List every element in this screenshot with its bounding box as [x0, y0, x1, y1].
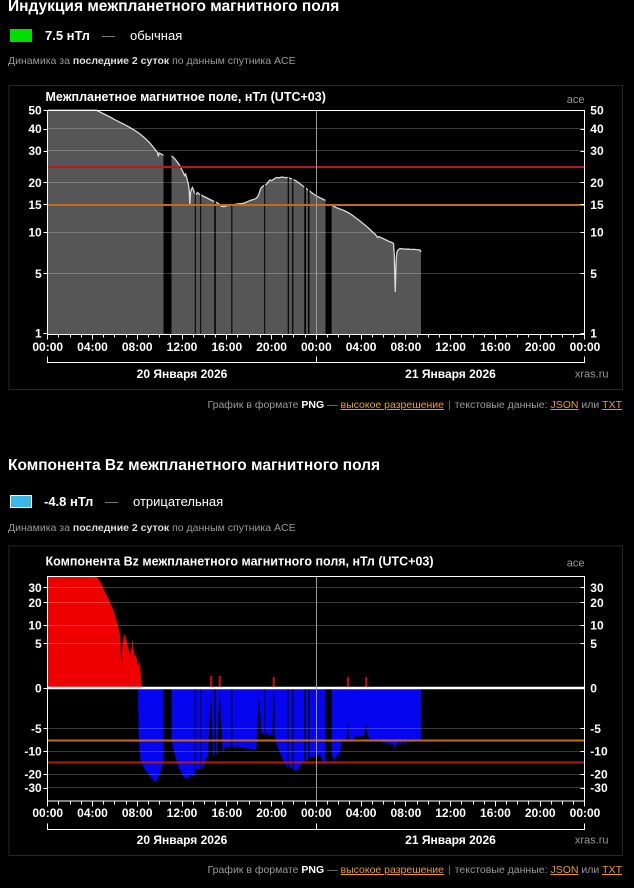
- svg-text:30: 30: [28, 144, 42, 158]
- svg-text:10: 10: [28, 226, 42, 240]
- svg-text:xras.ru: xras.ru: [575, 369, 609, 381]
- svg-text:50: 50: [28, 104, 42, 118]
- svg-text:20: 20: [28, 596, 42, 610]
- svg-text:5: 5: [35, 637, 42, 651]
- svg-text:-10: -10: [590, 745, 608, 759]
- svg-text:-10: -10: [24, 745, 42, 759]
- svg-text:20: 20: [28, 176, 42, 190]
- svg-text:10: 10: [590, 226, 604, 240]
- svg-text:5: 5: [590, 637, 597, 651]
- svg-text:5: 5: [590, 267, 597, 281]
- svg-text:15: 15: [28, 198, 42, 212]
- svg-text:20: 20: [590, 596, 604, 610]
- svg-text:12:00: 12:00: [167, 806, 198, 820]
- svg-text:20: 20: [590, 176, 604, 190]
- svg-text:0: 0: [35, 681, 42, 695]
- svg-text:0: 0: [590, 681, 597, 695]
- svg-text:20 Января 2026: 20 Января 2026: [137, 367, 228, 381]
- svg-text:21 Января 2026: 21 Января 2026: [405, 367, 496, 381]
- svg-text:5: 5: [35, 267, 42, 281]
- svg-text:16:00: 16:00: [211, 806, 242, 820]
- svg-text:21 Января 2026: 21 Января 2026: [405, 833, 496, 847]
- svg-text:40: 40: [590, 122, 604, 136]
- svg-text:00:00: 00:00: [32, 806, 63, 820]
- svg-text:00:00: 00:00: [570, 340, 601, 354]
- svg-text:Межпланетное магнитное поле, н: Межпланетное магнитное поле, нТл (UTC+03…: [46, 90, 326, 104]
- svg-text:08:00: 08:00: [122, 340, 153, 354]
- svg-text:15: 15: [590, 198, 604, 212]
- svg-text:-20: -20: [590, 768, 608, 782]
- svg-text:04:00: 04:00: [346, 806, 377, 820]
- svg-text:10: 10: [28, 619, 42, 633]
- svg-text:xras.ru: xras.ru: [575, 834, 609, 846]
- svg-text:08:00: 08:00: [391, 340, 422, 354]
- svg-text:00:00: 00:00: [301, 340, 332, 354]
- svg-text:50: 50: [590, 104, 604, 118]
- svg-text:00:00: 00:00: [32, 340, 63, 354]
- svg-text:20:00: 20:00: [525, 806, 556, 820]
- svg-text:-5: -5: [590, 722, 601, 736]
- svg-text:-20: -20: [24, 768, 42, 782]
- svg-text:04:00: 04:00: [77, 340, 108, 354]
- svg-text:12:00: 12:00: [435, 806, 466, 820]
- svg-text:-30: -30: [24, 781, 42, 795]
- svg-text:12:00: 12:00: [167, 340, 198, 354]
- svg-text:40: 40: [28, 122, 42, 136]
- svg-text:16:00: 16:00: [480, 340, 511, 354]
- svg-text:10: 10: [590, 619, 604, 633]
- svg-text:30: 30: [590, 144, 604, 158]
- svg-text:20:00: 20:00: [256, 806, 287, 820]
- svg-text:08:00: 08:00: [122, 806, 153, 820]
- svg-text:ace: ace: [567, 558, 585, 570]
- svg-text:-5: -5: [31, 722, 42, 736]
- svg-text:08:00: 08:00: [391, 806, 422, 820]
- svg-text:1: 1: [35, 326, 42, 340]
- svg-text:12:00: 12:00: [435, 340, 466, 354]
- svg-text:00:00: 00:00: [570, 806, 601, 820]
- svg-text:1: 1: [590, 326, 597, 340]
- svg-text:04:00: 04:00: [346, 340, 377, 354]
- svg-text:30: 30: [28, 581, 42, 595]
- svg-text:20:00: 20:00: [256, 340, 287, 354]
- svg-text:16:00: 16:00: [480, 806, 511, 820]
- svg-text:30: 30: [590, 581, 604, 595]
- svg-text:16:00: 16:00: [211, 340, 242, 354]
- svg-text:Компонента Bz межпланетного ма: Компонента Bz межпланетного магнитного п…: [46, 555, 434, 569]
- svg-text:00:00: 00:00: [301, 806, 332, 820]
- svg-text:04:00: 04:00: [77, 806, 108, 820]
- svg-text:20 Января 2026: 20 Января 2026: [137, 833, 228, 847]
- svg-text:20:00: 20:00: [525, 340, 556, 354]
- svg-text:-30: -30: [590, 781, 608, 795]
- svg-text:ace: ace: [567, 94, 585, 106]
